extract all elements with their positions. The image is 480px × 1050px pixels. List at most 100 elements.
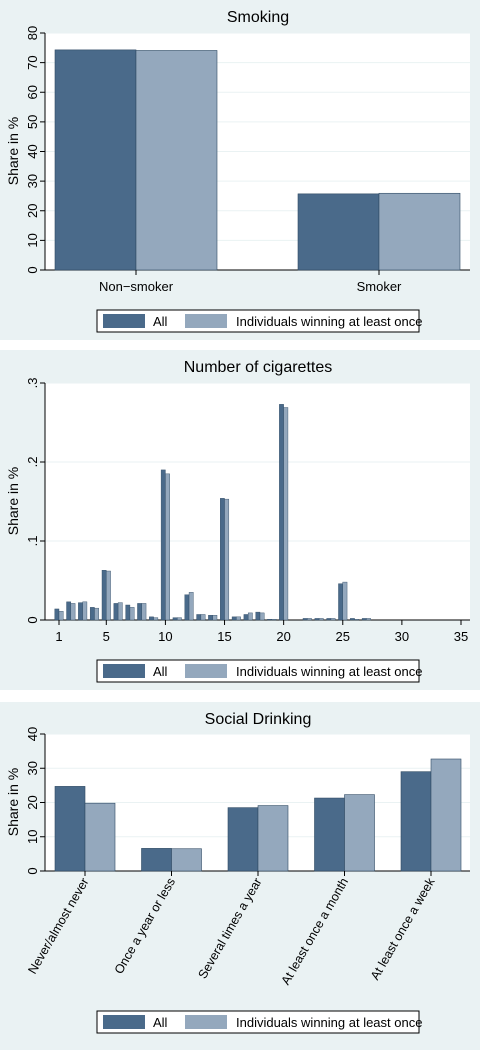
y-tick-label: 30 (25, 761, 40, 775)
legend: All Individuals winning at least once (96, 1010, 422, 1034)
chart-title: Smoking (227, 9, 289, 26)
bar (220, 498, 225, 621)
bar (171, 848, 202, 872)
legend-swatch-winners (185, 664, 227, 678)
bar (361, 618, 367, 621)
bar (172, 617, 178, 621)
bar (70, 603, 76, 621)
bar (141, 603, 147, 621)
bar (66, 601, 72, 621)
bar (212, 615, 218, 621)
y-axis-label: Share in % (5, 117, 21, 185)
bars (54, 404, 371, 621)
x-tick-label: Smoker (357, 279, 402, 294)
bar (125, 604, 131, 621)
bar (113, 603, 119, 621)
x-tick-label: 5 (103, 629, 110, 644)
y-tick-label: 40 (25, 144, 40, 158)
smoking-panel: Smoking 0 10 20 30 40 50 60 70 80 Share in % Non… (0, 0, 480, 340)
x-tick-label: 35 (454, 629, 468, 644)
gridlines (45, 382, 470, 542)
bar (89, 607, 95, 621)
bar (255, 611, 261, 621)
bar (165, 473, 170, 621)
x-tick-label: 30 (395, 629, 409, 644)
y-tick-label: 0 (25, 616, 40, 623)
bar (307, 618, 312, 621)
bar (283, 407, 289, 621)
bar (314, 618, 320, 621)
bar (314, 797, 345, 872)
y-tick-label: 40 (25, 727, 40, 741)
y-tick-label: 10 (25, 830, 40, 844)
bar (271, 619, 277, 621)
bar (141, 848, 172, 872)
bars (54, 49, 461, 271)
bar (196, 614, 202, 621)
y-tick-label: 0 (25, 266, 40, 273)
bar (342, 581, 348, 621)
y-tick-label: .3 (25, 378, 40, 389)
x-tick-label: Non−smoker (99, 279, 174, 294)
bar (279, 404, 284, 621)
bar (117, 602, 123, 621)
legend-label-winners: Individuals winning at least once (236, 664, 422, 679)
y-tick-label: 50 (25, 115, 40, 129)
bar (231, 616, 237, 621)
legend-label-all: All (153, 314, 168, 329)
bar (259, 612, 265, 621)
bar (129, 607, 135, 621)
bars (54, 758, 462, 872)
bar (344, 794, 375, 872)
y-tick-label: 10 (25, 233, 40, 247)
y-ticks: .3 .2 .1 0 (25, 378, 45, 624)
legend-label-all: All (153, 664, 168, 679)
bar (297, 193, 380, 271)
legend-swatch-all (103, 314, 145, 328)
bar (378, 192, 461, 271)
y-ticks: 0 10 20 30 40 50 60 70 80 (25, 26, 45, 274)
bar (160, 469, 166, 621)
bar (236, 616, 241, 621)
bar (149, 616, 154, 621)
y-tick-label: .2 (25, 457, 40, 468)
bar (101, 570, 107, 621)
legend: All Individuals winning at least once (96, 659, 422, 683)
bar (224, 498, 230, 621)
bar (350, 618, 355, 621)
y-tick-label: 30 (25, 174, 40, 188)
bar (54, 608, 60, 621)
bar (257, 805, 289, 872)
bar (267, 619, 273, 621)
x-tick-label: 15 (217, 629, 231, 644)
cigarettes-panel: Number of cigarettes .3.2.10 Share in % … (0, 350, 480, 690)
plot-area (45, 383, 470, 620)
chart-title: Social Drinking (205, 711, 312, 728)
y-tick-label: 20 (25, 204, 40, 218)
y-tick-label: 80 (25, 26, 40, 40)
bar (188, 592, 194, 621)
y-tick-label: 70 (25, 55, 40, 69)
bar (302, 618, 308, 621)
x-ticks: Non−smoker Smoker (99, 270, 402, 294)
bar (227, 807, 259, 872)
bar (243, 614, 249, 621)
y-ticks: 0 10 20 30 40 (25, 727, 45, 875)
legend-box (96, 1010, 420, 1034)
y-axis-label: Share in % (5, 467, 21, 535)
legend-swatch-winners (185, 314, 227, 328)
chart-title: Number of cigarettes (184, 359, 333, 376)
bar (430, 758, 462, 872)
x-tick-label: 20 (276, 629, 290, 644)
y-tick-label: 0 (25, 867, 40, 874)
bar (78, 602, 83, 621)
bar (84, 802, 116, 872)
legend-swatch-all (103, 664, 145, 678)
panel-separator (0, 340, 480, 350)
bar (177, 617, 182, 621)
bar (330, 618, 336, 621)
bar (106, 570, 111, 621)
y-tick-label: .1 (25, 536, 40, 547)
bar (94, 607, 99, 621)
